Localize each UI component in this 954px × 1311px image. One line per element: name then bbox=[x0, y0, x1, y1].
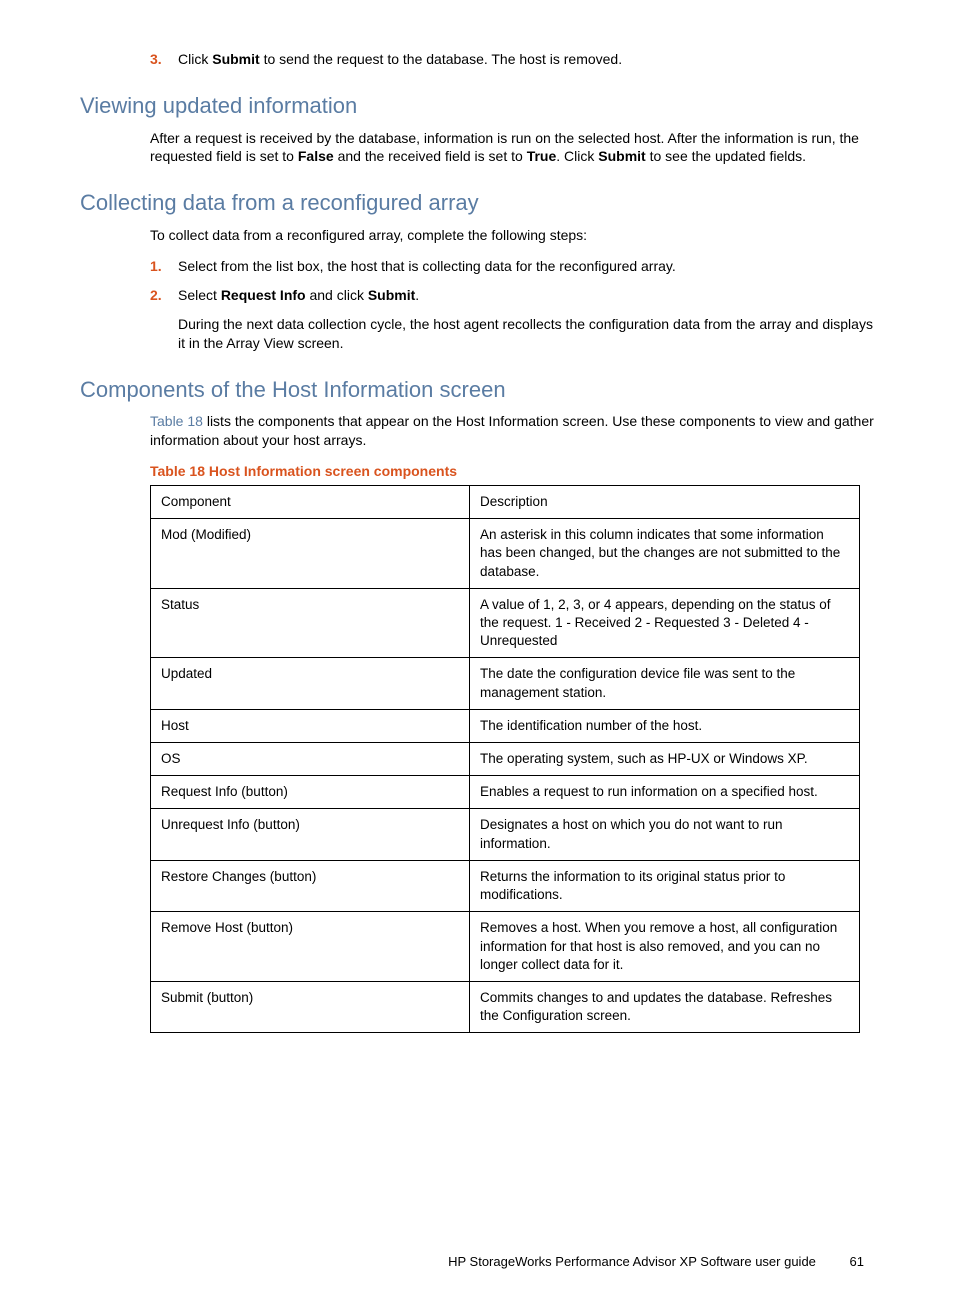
para-components: Table 18 lists the components that appea… bbox=[150, 412, 874, 450]
td-description: Commits changes to and updates the datab… bbox=[470, 982, 860, 1033]
footer-title: HP StorageWorks Performance Advisor XP S… bbox=[448, 1254, 816, 1269]
table-row: StatusA value of 1, 2, 3, or 4 appears, … bbox=[151, 588, 860, 658]
text-run: . bbox=[415, 287, 419, 303]
td-component: Updated bbox=[151, 658, 470, 709]
td-component: Unrequest Info (button) bbox=[151, 809, 470, 860]
td-description: Removes a host. When you remove a host, … bbox=[470, 912, 860, 982]
step-1: 1. Select from the list box, the host th… bbox=[150, 257, 874, 276]
td-description: The date the configuration device file w… bbox=[470, 658, 860, 709]
td-component: Status bbox=[151, 588, 470, 658]
td-description: An asterisk in this column indicates tha… bbox=[470, 519, 860, 589]
table-host-info-components: Component Description Mod (Modified)An a… bbox=[150, 485, 860, 1034]
table-row: UpdatedThe date the configuration device… bbox=[151, 658, 860, 709]
th-description: Description bbox=[470, 485, 860, 518]
table-row: Remove Host (button)Removes a host. When… bbox=[151, 912, 860, 982]
para-collecting-intro: To collect data from a reconfigured arra… bbox=[150, 226, 874, 245]
text-run: and click bbox=[306, 287, 368, 303]
td-component: Submit (button) bbox=[151, 982, 470, 1033]
table-row: Unrequest Info (button)Designates a host… bbox=[151, 809, 860, 860]
step-text: Select Request Info and click Submit. bbox=[178, 286, 874, 305]
para-viewing-updated: After a request is received by the datab… bbox=[150, 129, 874, 167]
bold-run: Submit bbox=[598, 148, 645, 164]
table-row: Request Info (button)Enables a request t… bbox=[151, 776, 860, 809]
footer-page-number: 61 bbox=[850, 1253, 864, 1271]
text-run: Select bbox=[178, 287, 221, 303]
table-row: Mod (Modified)An asterisk in this column… bbox=[151, 519, 860, 589]
bold-run: Submit bbox=[368, 287, 415, 303]
bold-run: True bbox=[527, 148, 557, 164]
heading-components: Components of the Host Information scree… bbox=[80, 375, 874, 405]
step-2: 2. Select Request Info and click Submit. bbox=[150, 286, 874, 305]
td-description: Returns the information to its original … bbox=[470, 860, 860, 911]
td-component: Host bbox=[151, 709, 470, 742]
table-caption: Table 18 Host Information screen compone… bbox=[150, 462, 874, 481]
text-run: . Click bbox=[556, 148, 598, 164]
step-3: 3. Click Submit to send the request to t… bbox=[150, 50, 874, 69]
step-number: 3. bbox=[150, 50, 178, 69]
td-component: Request Info (button) bbox=[151, 776, 470, 809]
td-description: The operating system, such as HP-UX or W… bbox=[470, 743, 860, 776]
text-run: Click bbox=[178, 51, 212, 67]
text-run: to send the request to the database. The… bbox=[260, 51, 622, 67]
text-run: lists the components that appear on the … bbox=[150, 413, 874, 448]
para-collecting-sub: During the next data collection cycle, t… bbox=[178, 315, 874, 353]
td-component: Mod (Modified) bbox=[151, 519, 470, 589]
td-component: Restore Changes (button) bbox=[151, 860, 470, 911]
table-header-row: Component Description bbox=[151, 485, 860, 518]
text-run: and the received field is set to bbox=[334, 148, 527, 164]
td-component: Remove Host (button) bbox=[151, 912, 470, 982]
bold-run: Submit bbox=[212, 51, 259, 67]
td-description: Designates a host on which you do not wa… bbox=[470, 809, 860, 860]
table-row: HostThe identification number of the hos… bbox=[151, 709, 860, 742]
step-text: Click Submit to send the request to the … bbox=[178, 50, 874, 69]
step-number: 1. bbox=[150, 257, 178, 276]
td-description: A value of 1, 2, 3, or 4 appears, depend… bbox=[470, 588, 860, 658]
heading-viewing-updated: Viewing updated information bbox=[80, 91, 874, 121]
page-footer: HP StorageWorks Performance Advisor XP S… bbox=[80, 1253, 874, 1271]
td-component: OS bbox=[151, 743, 470, 776]
table-row: Submit (button)Commits changes to and up… bbox=[151, 982, 860, 1033]
td-description: The identification number of the host. bbox=[470, 709, 860, 742]
bold-run: False bbox=[298, 148, 334, 164]
text-run: to see the updated fields. bbox=[646, 148, 806, 164]
td-description: Enables a request to run information on … bbox=[470, 776, 860, 809]
bold-run: Request Info bbox=[221, 287, 306, 303]
link-table-18[interactable]: Table 18 bbox=[150, 413, 203, 429]
step-text: Select from the list box, the host that … bbox=[178, 257, 874, 276]
table-row: OSThe operating system, such as HP-UX or… bbox=[151, 743, 860, 776]
heading-collecting-data: Collecting data from a reconfigured arra… bbox=[80, 188, 874, 218]
th-component: Component bbox=[151, 485, 470, 518]
step-number: 2. bbox=[150, 286, 178, 305]
table-row: Restore Changes (button)Returns the info… bbox=[151, 860, 860, 911]
